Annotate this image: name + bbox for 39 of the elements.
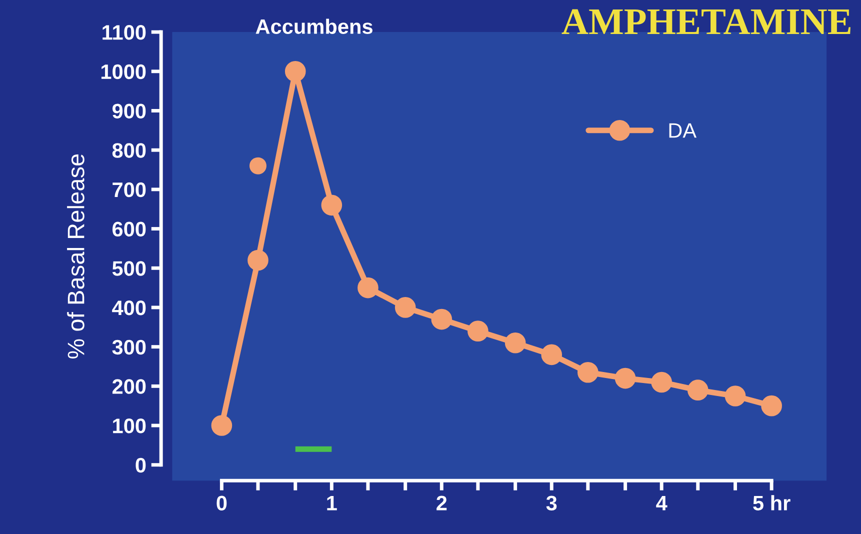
point	[504, 332, 526, 354]
x-tick-label: 2	[436, 496, 447, 510]
point	[577, 362, 598, 383]
point	[321, 194, 342, 216]
y-tick-label: 800	[112, 143, 146, 158]
chart-title: AMPHETAMINE	[562, 9, 850, 34]
y-tick-label: 700	[112, 182, 146, 198]
point	[651, 372, 672, 393]
y-tick-label: 900	[112, 104, 146, 118]
y-tick-label: 500	[112, 261, 146, 276]
y-tick-label: 0	[136, 458, 146, 473]
chart-subtitle: Accumbens	[256, 18, 372, 34]
x-tick-label: 3	[546, 496, 557, 511]
point	[724, 386, 746, 406]
y-tick-label: 200	[112, 379, 146, 394]
point	[284, 60, 306, 82]
y-tick-label: 1100	[102, 25, 146, 40]
y-axis-title: % of Basal Release	[67, 154, 84, 359]
y-tick-label: 100	[113, 418, 146, 434]
y-tick-label: 1000	[101, 64, 146, 80]
point	[761, 395, 782, 416]
point	[687, 380, 708, 401]
x-tick-label: 0	[216, 496, 227, 510]
y-tick-label: 600	[112, 222, 146, 237]
point	[431, 308, 452, 330]
y-tick-label: 300	[112, 340, 146, 355]
x-tick-label: 1	[327, 496, 337, 510]
point	[211, 415, 232, 436]
point	[394, 297, 416, 318]
point	[614, 368, 636, 389]
x-tick-label: 5 hr	[753, 495, 790, 510]
point	[249, 157, 266, 174]
point	[248, 250, 268, 271]
legend-label: DA	[669, 123, 697, 138]
point	[468, 320, 488, 342]
y-tick-label: 400	[112, 300, 146, 316]
point	[358, 277, 378, 298]
x-tick-label: 4	[656, 496, 668, 510]
point	[541, 344, 562, 366]
